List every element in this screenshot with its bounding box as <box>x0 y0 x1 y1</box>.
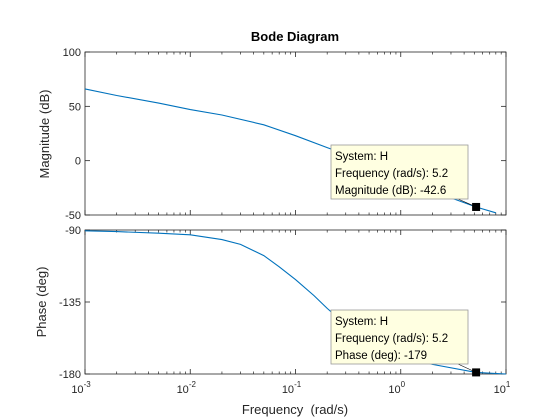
y-tick-label: 0 <box>75 156 81 168</box>
chart-title: Bode Diagram <box>251 29 339 44</box>
datatip-text: Frequency (rad/s): 5.2 <box>335 168 448 180</box>
datatip-text: System: H <box>335 151 388 163</box>
x-tick-label: 10-3 <box>71 380 91 396</box>
y-tick-label: 100 <box>63 47 81 59</box>
datatip-marker <box>472 368 481 377</box>
y-axis-label-phase: Phase (deg) <box>34 267 49 338</box>
x-axis-label: Frequency (rad/s) <box>242 402 348 417</box>
y-tick-label: -135 <box>59 297 81 309</box>
datatip-text: Phase (deg): -179 <box>335 350 427 362</box>
x-tick-label: 10-2 <box>177 380 197 396</box>
datatip-text: System: H <box>335 316 388 328</box>
x-tick-labels: 10-3 10-2 10-1 100 101 <box>71 380 511 396</box>
y-tick-label: -90 <box>65 225 81 237</box>
x-tick-label: 101 <box>494 380 511 396</box>
datatip-text: Frequency (rad/s): 5.2 <box>335 333 448 345</box>
y-tick-label: 50 <box>69 101 81 113</box>
y-axis-label-magnitude: Magnitude (dB) <box>37 90 52 179</box>
datatip-box <box>330 144 469 200</box>
y-tick-label: -50 <box>65 210 81 222</box>
phase-axes: -90 -135 -180 System: H Frequency (rad/s): 5… <box>59 225 507 381</box>
datatip-box <box>330 309 469 365</box>
datatip-text: Magnitude (dB): -42.6 <box>335 185 446 197</box>
y-tick-label: -180 <box>59 369 81 381</box>
datatip-marker <box>472 202 481 211</box>
x-tick-label: 100 <box>388 380 405 396</box>
magnitude-axes: 100 50 0 -50 System: H Frequency (rad/s): 5.2… <box>63 47 507 222</box>
x-tick-label: 10-1 <box>282 380 302 396</box>
